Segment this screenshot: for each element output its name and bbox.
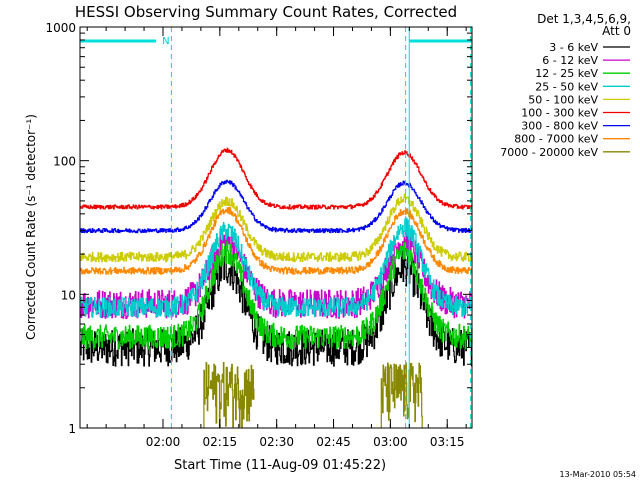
legend-label-2: 12 - 25 keV	[535, 67, 598, 80]
x-tick-label-3: 02:45	[316, 435, 351, 449]
legend-label-4: 50 - 100 keV	[528, 93, 598, 106]
legend-label-3: 25 - 50 keV	[535, 80, 598, 93]
y-axis-label: Corrected Count Rate (s⁻¹ detector⁻¹)	[24, 114, 38, 340]
legend-label-6: 300 - 800 keV	[521, 120, 598, 133]
legend-label-1: 6 - 12 keV	[542, 54, 598, 67]
series-line-5	[80, 147, 473, 210]
series-line-6	[80, 179, 473, 234]
y-tick-label-2: 100	[53, 155, 76, 169]
x-axis-label: Start Time (11-Aug-09 01:45:22)	[174, 458, 386, 473]
series-line-8-burst-1	[380, 362, 423, 428]
y-tick-label-0: 1	[68, 422, 76, 436]
plot-frame	[79, 26, 473, 429]
y-tick-label-3: 1000	[45, 21, 76, 35]
series-line-8-burst-0	[203, 362, 255, 428]
chart-title: HESSI Observing Summary Count Rates, Cor…	[75, 3, 457, 21]
footer-timestamp: 13-Mar-2010 05:54	[560, 470, 637, 479]
x-tick-label-0: 02:00	[146, 435, 181, 449]
legend-label-0: 3 - 6 keV	[549, 41, 598, 54]
plot-area: N 1 10 100 1000 02:00 02:15 02:30 02:45 03:00 03:1…	[45, 21, 473, 449]
x-tick-label-2: 02:30	[259, 435, 294, 449]
series-line-7	[80, 207, 473, 275]
series-line-2	[80, 240, 473, 350]
legend-header-detectors: Det 1,3,4,5,6,9,	[537, 12, 631, 26]
legend-label-7: 800 - 7000 keV	[514, 133, 598, 146]
legend-header-attenuator: Att 0	[602, 24, 631, 38]
series-line-4	[80, 193, 473, 263]
legend-label-5: 100 - 300 keV	[521, 107, 598, 120]
legend-label-8: 7000 - 20000 keV	[500, 146, 598, 159]
x-tick-label-5: 03:15	[430, 435, 465, 449]
series-line-3	[80, 217, 473, 318]
x-tick-label-4: 03:00	[373, 435, 408, 449]
y-tick-label-1: 10	[61, 288, 76, 302]
x-tick-label-1: 02:15	[203, 435, 238, 449]
night-label: N	[162, 36, 169, 47]
